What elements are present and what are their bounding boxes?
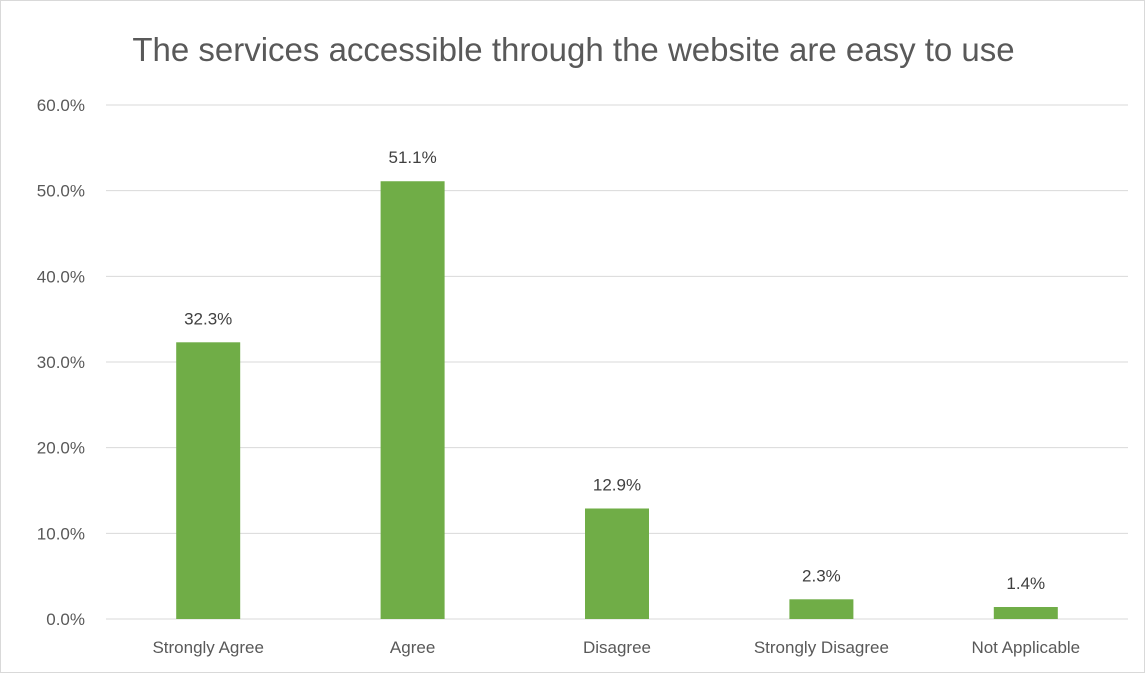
data-label: 1.4% [1006, 574, 1045, 593]
y-tick-label: 10.0% [37, 524, 85, 543]
data-label: 2.3% [802, 566, 841, 585]
y-tick-label: 20.0% [37, 439, 85, 458]
bar [380, 181, 445, 619]
y-tick-label: 40.0% [37, 267, 85, 286]
category-label: Not Applicable [971, 638, 1080, 657]
chart-title: The services accessible through the webs… [132, 31, 1015, 68]
category-label: Disagree [583, 638, 651, 657]
bar [176, 342, 241, 619]
category-label: Agree [390, 638, 435, 657]
category-label: Strongly Disagree [754, 638, 889, 657]
data-label: 12.9% [593, 475, 641, 494]
data-label: 32.3% [184, 309, 232, 328]
bar [993, 607, 1058, 619]
data-label: 51.1% [388, 148, 436, 167]
y-tick-label: 30.0% [37, 353, 85, 372]
y-tick-label: 50.0% [37, 182, 85, 201]
y-tick-label: 60.0% [37, 96, 85, 115]
bar [585, 508, 649, 619]
y-tick-label: 0.0% [46, 610, 85, 629]
category-label: Strongly Agree [152, 638, 264, 657]
bar [789, 599, 854, 619]
